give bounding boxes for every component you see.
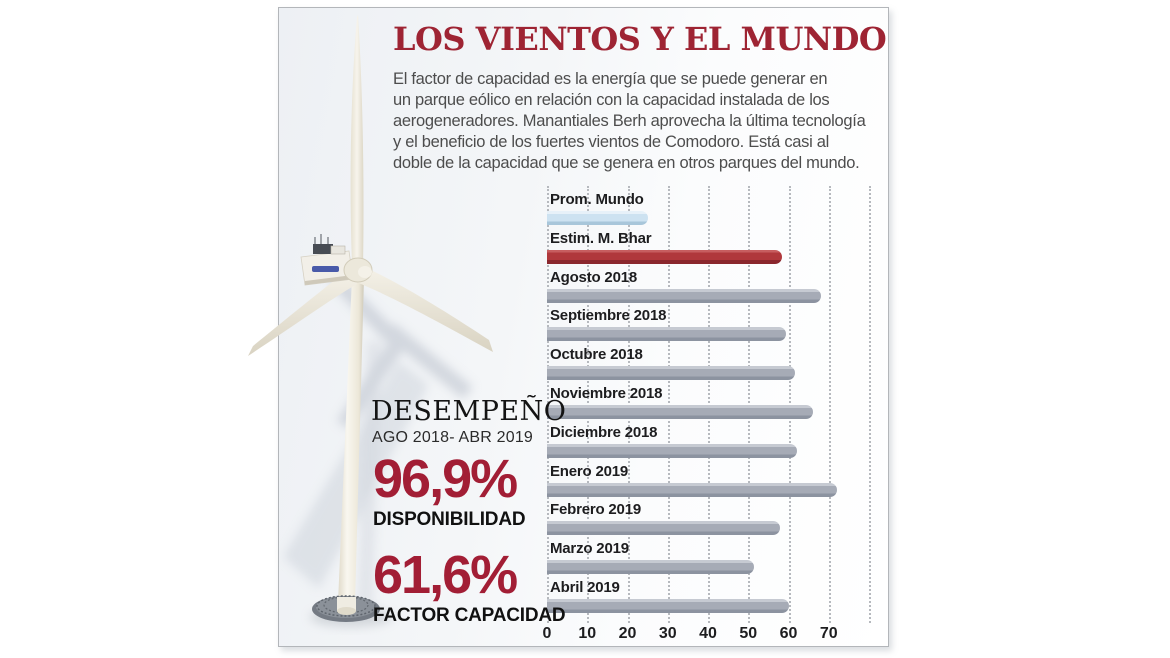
stat-capacity-factor-value: 61,6% <box>373 545 518 605</box>
turbine-blade-right <box>354 262 493 352</box>
performance-heading: DESEMPEÑO <box>371 396 567 427</box>
bar-label: Septiembre 2018 <box>550 307 667 325</box>
bar <box>547 521 781 536</box>
bar-row: Prom. Mundo <box>547 191 887 230</box>
turbine-blade-up <box>350 15 364 265</box>
bar-label: Octubre 2018 <box>550 346 643 364</box>
bar <box>547 366 795 381</box>
x-tick-label: 0 <box>542 625 552 642</box>
bar <box>547 288 821 303</box>
bar-label: Agosto 2018 <box>550 268 637 286</box>
bar <box>547 211 648 225</box>
x-tick-label: 60 <box>779 625 798 642</box>
bar-label: Estim. M. Bhar <box>550 229 652 247</box>
bar-row: Noviembre 2018 <box>547 385 887 424</box>
grid-line <box>748 186 751 623</box>
bar-row: Agosto 2018 <box>547 269 887 308</box>
bar-label: Diciembre 2018 <box>550 423 658 441</box>
turbine-hub <box>343 257 373 283</box>
bar-label: Noviembre 2018 <box>550 384 663 402</box>
turbine-blade-left <box>248 266 357 356</box>
bar-label: Abril 2019 <box>550 578 620 596</box>
x-tick-label: 20 <box>618 625 637 642</box>
infographic-panel: LOS VIENTOS Y EL MUNDO El factor de capa… <box>248 7 892 648</box>
x-tick-label: 40 <box>699 625 717 642</box>
wind-turbine-illustration <box>248 15 493 627</box>
bar-label: Febrero 2019 <box>550 501 641 519</box>
bar <box>547 598 789 613</box>
bar <box>547 249 783 264</box>
stat-availability: 96,9% DISPONIBILIDAD <box>373 449 526 531</box>
stat-availability-value: 96,9% <box>373 449 518 509</box>
grid-line <box>788 186 791 623</box>
bar <box>547 560 755 575</box>
bar-label: Marzo 2019 <box>550 540 629 558</box>
performance-period: AGO 2018- ABR 2019 <box>372 429 534 446</box>
bar-row: Febrero 2019 <box>547 501 887 540</box>
turbine-brand-mark <box>312 266 339 272</box>
stat-availability-label: DISPONIBILIDAD <box>373 509 526 530</box>
grid-line <box>828 186 831 623</box>
x-tick-label: 10 <box>578 625 597 642</box>
bar-row: Enero 2019 <box>547 463 887 502</box>
bar <box>547 482 837 497</box>
grid-line <box>547 186 549 623</box>
capacity-factor-bar-chart: Prom. Mundo Estim. M. Bhar Agosto 2018 Sept… <box>543 186 892 648</box>
intro-paragraph: El factor de capacidad es la energía que… <box>393 70 866 172</box>
chart-grid <box>547 186 877 623</box>
grid-line <box>708 186 710 623</box>
bar <box>547 404 813 419</box>
x-tick-label: 50 <box>739 625 758 642</box>
bar-row: Septiembre 2018 <box>547 307 887 346</box>
bar-row: Octubre 2018 <box>547 346 887 385</box>
turbine-tower <box>338 277 364 603</box>
turbine-base <box>310 595 392 627</box>
x-tick-label: 30 <box>658 625 677 642</box>
chart-x-axis: 0 10 20 30 40 50 60 70 <box>543 625 882 647</box>
chart-rows: Prom. Mundo Estim. M. Bhar Agosto 2018 Sept… <box>547 191 887 618</box>
bar-row: Diciembre 2018 <box>547 424 887 463</box>
bar <box>547 327 787 342</box>
bar-row: Estim. M. Bhar <box>547 230 887 269</box>
bar-label: Prom. Mundo <box>550 191 644 208</box>
x-tick-label: 70 <box>819 625 838 642</box>
bar <box>547 443 797 458</box>
grid-line <box>667 186 670 623</box>
bar-row: Abril 2019 <box>547 579 887 618</box>
bar-label: Enero 2019 <box>550 462 629 480</box>
stat-capacity-factor: 61,6% FACTOR CAPACIDAD <box>373 545 566 627</box>
stat-capacity-factor-label: FACTOR CAPACIDAD <box>373 605 566 626</box>
grid-line <box>869 186 871 623</box>
grid-line <box>587 186 590 623</box>
bar-row: Marzo 2019 <box>547 540 887 579</box>
turbine-nacelle <box>300 234 354 286</box>
page-title: LOS VIENTOS Y EL MUNDO <box>393 20 887 58</box>
grid-line <box>627 186 630 623</box>
